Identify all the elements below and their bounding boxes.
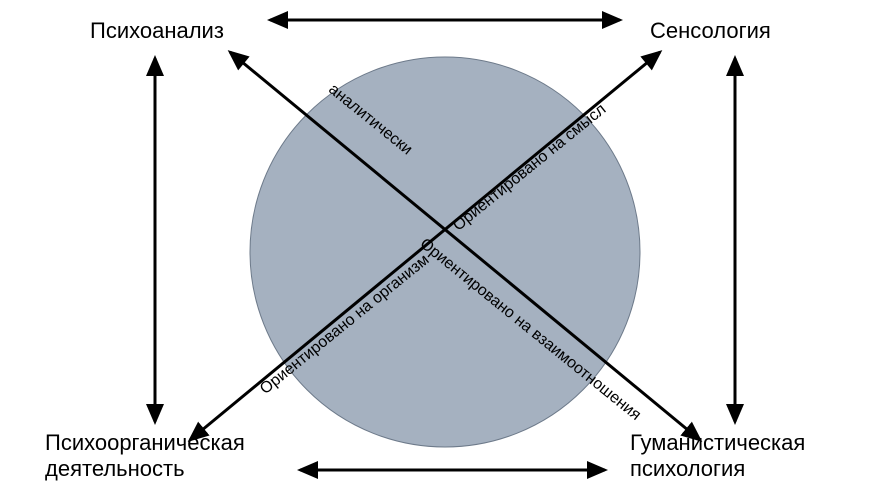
label-top-left: Психоанализ — [90, 18, 224, 44]
diagram-stage: Психоанализ Сенсология Психоорганическая… — [0, 0, 890, 504]
label-bottom-right: Гуманистическая психология — [630, 430, 805, 483]
label-bottom-left: Психоорганическая деятельность — [45, 430, 245, 483]
label-top-right: Сенсология — [650, 18, 771, 44]
